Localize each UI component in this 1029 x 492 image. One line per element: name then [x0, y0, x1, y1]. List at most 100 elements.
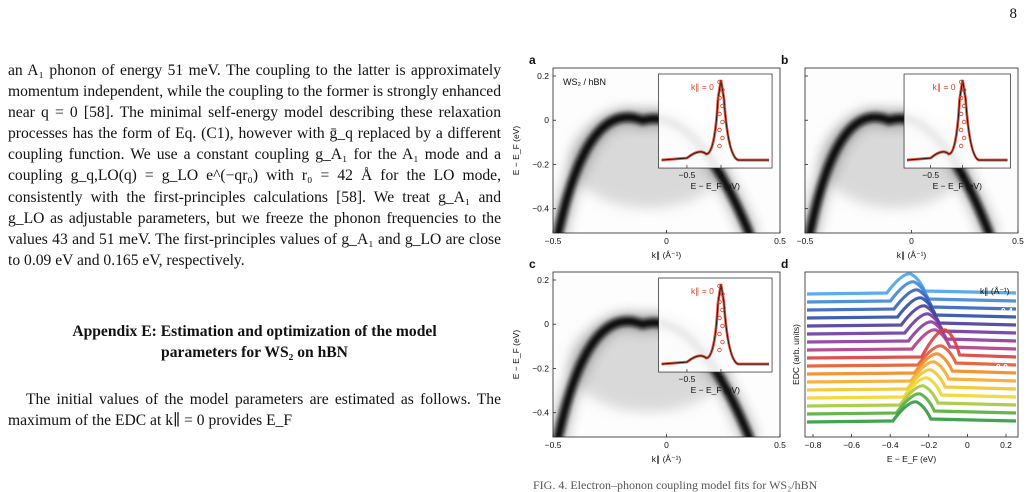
- y-axis-label: E − E_F (eV): [511, 330, 521, 380]
- edc-x-tick-label: −0.6: [843, 440, 860, 450]
- figure-caption: FIG. 4. Electron–phonon coupling model f…: [533, 478, 818, 492]
- edc-curve: [806, 376, 1017, 400]
- inset-marker: [961, 103, 967, 109]
- edc-curve: [806, 296, 1017, 320]
- inset-edc: k∥ = 0 −0.5 0E − E_F (eV): [903, 73, 1011, 191]
- edc-curve: [806, 304, 1017, 328]
- inset-data-curve: [907, 79, 1008, 161]
- inset-marker: [717, 299, 722, 305]
- inset-marker: [720, 135, 725, 141]
- edc-curve-label: +0.4: [996, 422, 1013, 432]
- sample-label: WS₂ / hBN: [563, 77, 606, 87]
- edc-curve: [806, 328, 1017, 360]
- inset-marker: [717, 79, 722, 85]
- y-tick-label: −0.2: [532, 159, 549, 169]
- panel-c: c0.2 0 −0.2 −0.4 −0.5 0 0.5 k∥ (Å⁻¹) E − E_F (eV…: [511, 257, 786, 464]
- edc-curve-label: −0.4: [996, 306, 1013, 316]
- edc-curve: [806, 400, 1017, 424]
- y-tick-label: 0.2: [537, 71, 549, 81]
- edc-x-tick-label: 0.2: [1000, 440, 1012, 450]
- inset-marker: [717, 347, 722, 353]
- inset-marker: [717, 95, 722, 101]
- inset-marker: [958, 127, 964, 133]
- inset-marker: [717, 315, 722, 321]
- inset-x-axis-label: E − E_F (eV): [933, 181, 983, 191]
- edc-x-tick-label: −0.4: [882, 440, 899, 450]
- panel-b: b−0.5 0 0.5k∥ (Å⁻¹)k∥ = 0−0.5 0E − E_F (eV): [781, 53, 1024, 260]
- panel-letter-b: b: [781, 53, 788, 67]
- panel-letter-c: c: [529, 257, 536, 271]
- inset-k-label: k∥ = 0: [691, 82, 714, 92]
- edc-curve: [806, 272, 1017, 296]
- y-tick-label: 0: [544, 115, 549, 125]
- inset-x-axis-label: E − E_F (eV): [691, 181, 741, 191]
- inset-k-label: k∥ = 0: [933, 82, 956, 92]
- panel-d: d k∥ (Å⁻¹) −0.4 0.0 +0.4 −0.8 −0.6 −0.4 −0.2 0 0.2…: [781, 257, 1019, 464]
- inset-marker: [717, 283, 722, 289]
- y-tick-label: −0.4: [532, 204, 549, 214]
- y-axis-label: E − E_F (eV): [511, 126, 521, 176]
- edc-curve: [806, 312, 1017, 336]
- inset-marker: [720, 339, 725, 345]
- edc-curve-label: 0.0: [996, 362, 1008, 372]
- edc-curve: [806, 344, 1017, 368]
- y-tick-label: −0.2: [532, 363, 549, 373]
- valence-band: [805, 112, 994, 233]
- valence-band: [553, 316, 754, 437]
- edc-x-tick-label: −0.8: [805, 440, 822, 450]
- inset-x-tick-label: 0: [719, 170, 724, 180]
- inset-marker: [958, 111, 964, 117]
- edc-curve: [806, 392, 1017, 416]
- edc-legend-title: k∥ (Å⁻¹): [980, 286, 1010, 296]
- x-tick-label: 0.5: [774, 440, 786, 450]
- appendix-heading: Appendix E: Estimation and optimization …: [8, 321, 501, 363]
- x-tick-label: 0: [664, 236, 669, 246]
- appendix-heading-line2: parameters for WS₂ on hBN: [161, 343, 348, 361]
- inset-marker: [961, 119, 967, 125]
- inset-marker: [961, 135, 967, 141]
- edc-curve: [806, 360, 1017, 384]
- edc-curve: [806, 384, 1017, 408]
- inset-edc: k∥ = 0 −0.5 0E − E_F (eV): [658, 73, 773, 191]
- body-paragraph-2: The initial values of the model paramete…: [8, 390, 501, 430]
- x-axis-label: k∥ (Å⁻¹): [897, 250, 927, 260]
- x-tick-label: 0.5: [774, 236, 786, 246]
- inset-data-curve: [661, 79, 770, 161]
- inset-marker: [958, 143, 964, 149]
- inset-x-tick-label: −0.5: [679, 374, 696, 384]
- inset-marker: [717, 111, 722, 117]
- inset-marker: [717, 127, 722, 133]
- panel-a: a0.2 0 −0.2 −0.4 −0.5 0 0.5 k∥ (Å⁻¹) E − E_F (eV…: [511, 53, 786, 260]
- inset-marker: [720, 323, 725, 329]
- x-axis-label: k∥ (Å⁻¹): [652, 250, 682, 260]
- edc-x-tick-label: 0: [965, 440, 970, 450]
- edc-x-tick-label: −0.2: [920, 440, 937, 450]
- edc-curve: [806, 368, 1017, 392]
- y-tick-label: −0.4: [532, 408, 549, 418]
- inset-edc: k∥ = 0 −0.5 0E − E_F (eV): [658, 277, 773, 395]
- body-paragraph-1: an A₁ phonon of energy 51 meV. The coupl…: [8, 62, 501, 269]
- figure-panels: a0.20−0.2−0.4−0.5 0 0.5k∥ (Å⁻¹)E − E_F (eV…: [511, 53, 1024, 464]
- body-text-column: an A₁ phonon of energy 51 meV. The coupl…: [8, 60, 501, 431]
- inset-x-tick-label: 0: [719, 374, 724, 384]
- inset-marker: [961, 87, 967, 93]
- inset-marker: [720, 87, 725, 93]
- edc-curve: [806, 320, 1017, 344]
- inset-marker: [720, 307, 725, 313]
- inset-k-label: k∥ = 0: [691, 286, 714, 296]
- x-tick-label: −0.5: [797, 236, 814, 246]
- x-tick-label: 0.5: [1012, 236, 1024, 246]
- inset-marker: [720, 103, 725, 109]
- edc-curve: [806, 288, 1017, 312]
- inset-marker: [717, 143, 722, 149]
- inset-marker: [958, 79, 964, 85]
- edc-curve: [806, 328, 1017, 352]
- inset-x-tick-label: −0.5: [679, 170, 696, 180]
- x-axis-label: k∥ (Å⁻¹): [652, 454, 682, 464]
- panel-letter-a: a: [529, 53, 536, 67]
- edc-x-axis-label: E − E_F (eV): [887, 454, 937, 464]
- edc-curve: [806, 280, 1017, 304]
- x-tick-label: −0.5: [545, 440, 562, 450]
- appendix-heading-line1: Appendix E: Estimation and optimization …: [72, 322, 437, 340]
